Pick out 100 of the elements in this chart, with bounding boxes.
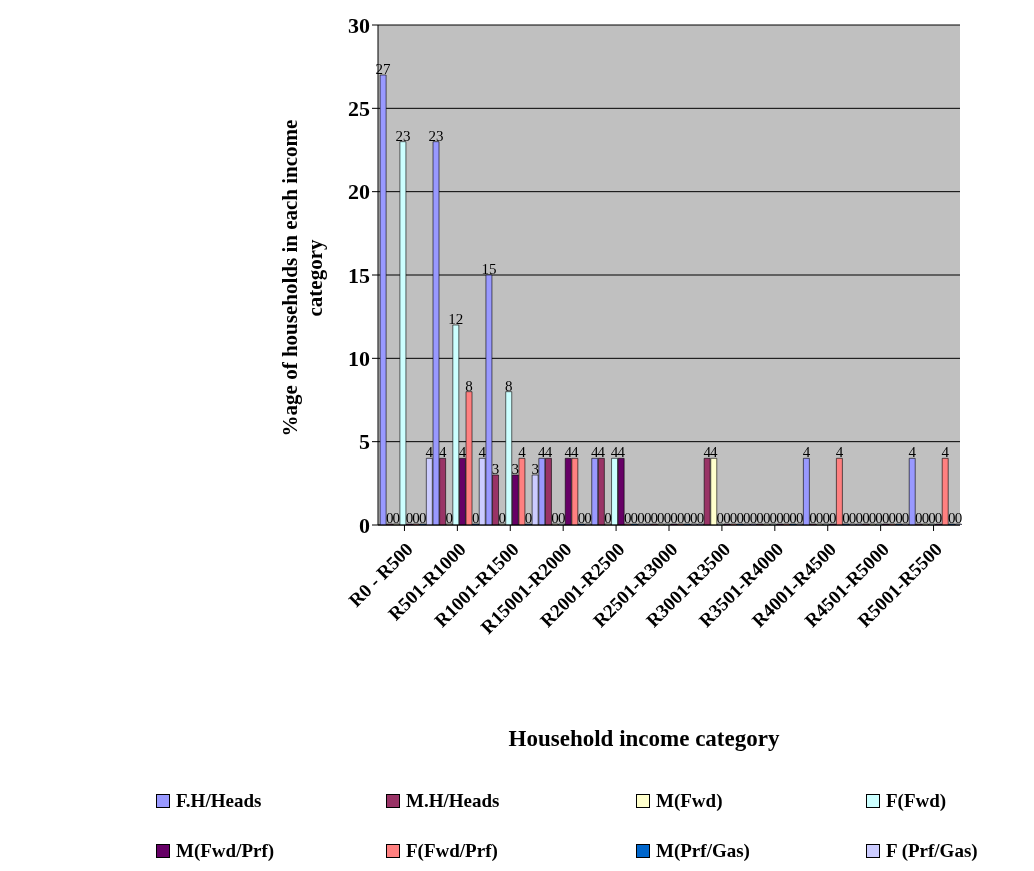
data-label: 0 bbox=[676, 510, 685, 526]
data-label: 27 bbox=[375, 61, 392, 77]
data-label: 4 bbox=[941, 444, 950, 461]
data-label: 3 bbox=[531, 461, 539, 477]
data-label: 0 bbox=[815, 510, 824, 526]
data-label: 0 bbox=[412, 510, 420, 526]
data-label: 4 bbox=[538, 444, 547, 461]
data-label: 0 bbox=[696, 510, 705, 526]
data-label: 0 bbox=[862, 510, 870, 526]
data-label: 23 bbox=[428, 127, 444, 144]
legend-label: F.H/Heads bbox=[176, 790, 262, 812]
x-axis-title: Household income category bbox=[507, 726, 781, 752]
data-label: 0 bbox=[604, 510, 612, 526]
data-label: 0 bbox=[895, 510, 903, 526]
y-tick-label: 0 bbox=[359, 512, 370, 538]
data-label: 0 bbox=[875, 510, 883, 526]
data-label: 0 bbox=[577, 510, 586, 526]
data-label: 0 bbox=[829, 510, 837, 526]
legend-label: F(Fwd) bbox=[886, 790, 947, 812]
data-label: 0 bbox=[657, 510, 665, 526]
data-label: 0 bbox=[868, 510, 877, 526]
data-label: 0 bbox=[954, 510, 963, 526]
data-label: 0 bbox=[948, 510, 956, 526]
data-label: 0 bbox=[809, 510, 817, 526]
data-label: 0 bbox=[795, 510, 804, 526]
y-tick-label: 5 bbox=[359, 429, 370, 455]
legend-label: M.H/Heads bbox=[406, 790, 500, 812]
data-label: 0 bbox=[723, 510, 731, 526]
data-label: 4 bbox=[438, 444, 447, 461]
data-label: 0 bbox=[471, 510, 480, 526]
legend-label: F (Prf/Gas) bbox=[886, 840, 978, 862]
data-label: 0 bbox=[921, 510, 930, 526]
data-label: 0 bbox=[776, 510, 784, 526]
data-label: 4 bbox=[710, 444, 719, 461]
y-tick-label: 20 bbox=[348, 179, 370, 205]
data-label: 8 bbox=[504, 377, 513, 394]
data-label: 4 bbox=[703, 444, 712, 461]
data-label: 0 bbox=[769, 510, 778, 526]
data-label: 4 bbox=[544, 444, 553, 461]
data-label: 0 bbox=[624, 510, 632, 526]
data-label: 0 bbox=[637, 510, 645, 526]
data-label: 3 bbox=[511, 461, 520, 477]
data-label: 4 bbox=[458, 444, 467, 461]
data-label: 12 bbox=[448, 311, 464, 327]
data-label: 0 bbox=[842, 510, 850, 526]
data-label: 4 bbox=[425, 444, 434, 461]
data-label: 4 bbox=[518, 444, 527, 461]
data-label: 0 bbox=[392, 510, 401, 526]
data-label: 0 bbox=[584, 510, 592, 526]
legend-label: F(Fwd/Prf) bbox=[406, 840, 498, 862]
data-label: 4 bbox=[571, 444, 580, 461]
y-tick-label: 25 bbox=[348, 96, 370, 122]
data-label: 0 bbox=[643, 510, 652, 526]
data-label: 0 bbox=[551, 510, 559, 526]
data-label: 0 bbox=[901, 510, 910, 526]
y-axis-title: %age of households in each income category bbox=[278, 118, 328, 439]
data-label: 23 bbox=[395, 127, 411, 144]
data-label: 4 bbox=[564, 444, 573, 461]
data-label: 0 bbox=[736, 510, 744, 526]
data-label: 0 bbox=[881, 510, 890, 526]
data-label: 0 bbox=[743, 510, 751, 526]
data-label: 0 bbox=[445, 510, 453, 526]
data-label: 0 bbox=[934, 510, 943, 526]
data-label: 0 bbox=[385, 510, 394, 526]
data-label: 0 bbox=[888, 510, 897, 526]
legend-label: M(Fwd) bbox=[656, 790, 723, 812]
data-label: 0 bbox=[762, 510, 771, 526]
data-label: 0 bbox=[729, 510, 738, 526]
data-label: 0 bbox=[749, 510, 758, 526]
data-label: 0 bbox=[822, 510, 830, 526]
data-label: 4 bbox=[597, 444, 606, 461]
data-label: 4 bbox=[478, 444, 487, 461]
data-label: 8 bbox=[465, 377, 473, 394]
data-label: 0 bbox=[630, 510, 639, 526]
data-label: 4 bbox=[835, 444, 844, 461]
data-label: 0 bbox=[650, 510, 659, 526]
data-label: 0 bbox=[690, 510, 698, 526]
data-label: 0 bbox=[683, 510, 692, 526]
data-label: 4 bbox=[610, 444, 619, 461]
y-tick-label: 30 bbox=[348, 12, 370, 38]
data-label: 15 bbox=[481, 261, 497, 277]
data-label: 0 bbox=[848, 510, 857, 526]
legend-label: M(Prf/Gas) bbox=[656, 840, 750, 862]
data-label: 0 bbox=[557, 510, 566, 526]
data-label: 0 bbox=[915, 510, 923, 526]
y-tick-label: 15 bbox=[348, 262, 370, 288]
data-label: 0 bbox=[524, 510, 533, 526]
data-label: 0 bbox=[855, 510, 864, 526]
data-label: 3 bbox=[491, 461, 500, 477]
data-label: 0 bbox=[405, 510, 414, 526]
data-label: 0 bbox=[716, 510, 725, 526]
data-label: 4 bbox=[591, 444, 599, 461]
data-label: 0 bbox=[670, 510, 678, 526]
y-tick-label: 10 bbox=[348, 346, 370, 372]
data-label: 4 bbox=[802, 444, 811, 461]
data-label: 0 bbox=[663, 510, 672, 526]
data-label: 4 bbox=[908, 444, 917, 461]
legend-label: M(Fwd/Prf) bbox=[176, 840, 275, 862]
data-label: 0 bbox=[756, 510, 764, 526]
data-label: 0 bbox=[498, 510, 506, 526]
